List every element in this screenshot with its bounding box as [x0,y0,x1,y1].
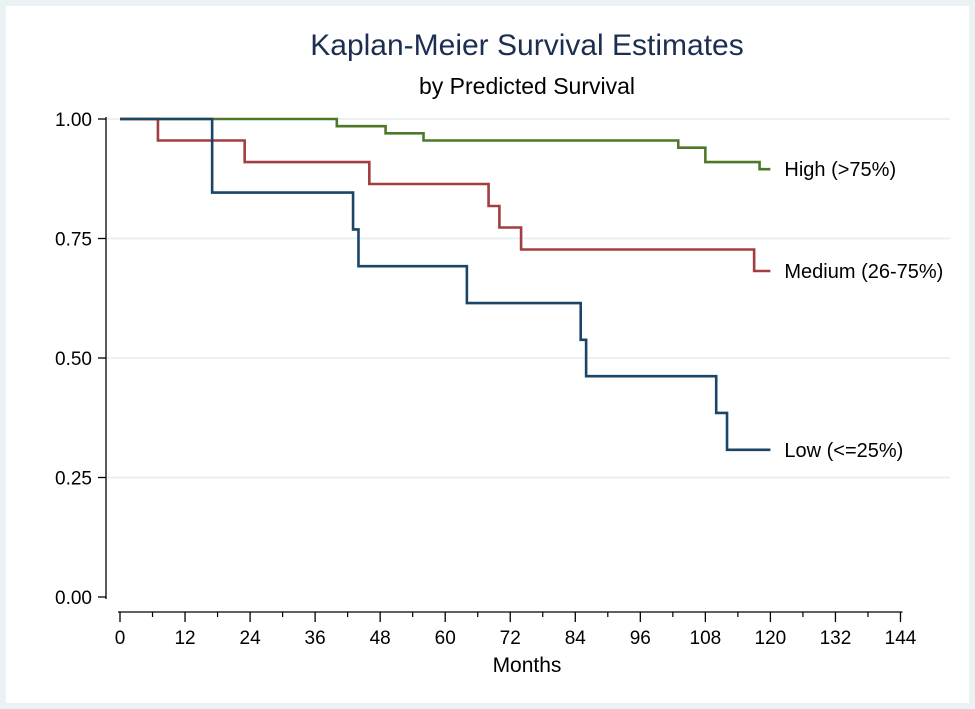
x-tick-label: 48 [370,628,391,649]
y-tick-label: 1.00 [55,110,92,131]
x-axis-title: Months [493,654,562,677]
y-tick-label: 0.50 [55,349,92,370]
chart-title: Kaplan-Meier Survival Estimates [310,29,744,62]
x-tick-label: 108 [690,628,722,649]
x-tick-label: 12 [174,628,195,649]
x-tick-label: 36 [305,628,326,649]
x-tick-label: 0 [115,628,126,649]
y-tick-label: 0.75 [55,230,92,251]
series-line [120,117,771,273]
chart-panel [6,6,969,703]
x-tick-label: 60 [435,628,456,649]
series-label: Low (<=25%) [784,440,903,462]
series-label: High (>75%) [784,159,896,181]
series-label: Medium (26-75%) [784,261,943,283]
x-tick-label: 132 [820,628,852,649]
y-tick-label: 0.25 [55,469,92,490]
chart-subtitle: by Predicted Survival [419,73,635,99]
series-line [120,117,771,171]
x-tick-label: 24 [240,628,262,649]
x-tick-label: 72 [500,628,521,649]
series-line [120,117,771,452]
y-tick-label: 0.00 [55,588,92,609]
x-tick-label: 120 [755,628,787,649]
x-tick-label: 144 [885,628,917,649]
x-tick-label: 84 [565,628,587,649]
x-tick-label: 96 [630,628,651,649]
